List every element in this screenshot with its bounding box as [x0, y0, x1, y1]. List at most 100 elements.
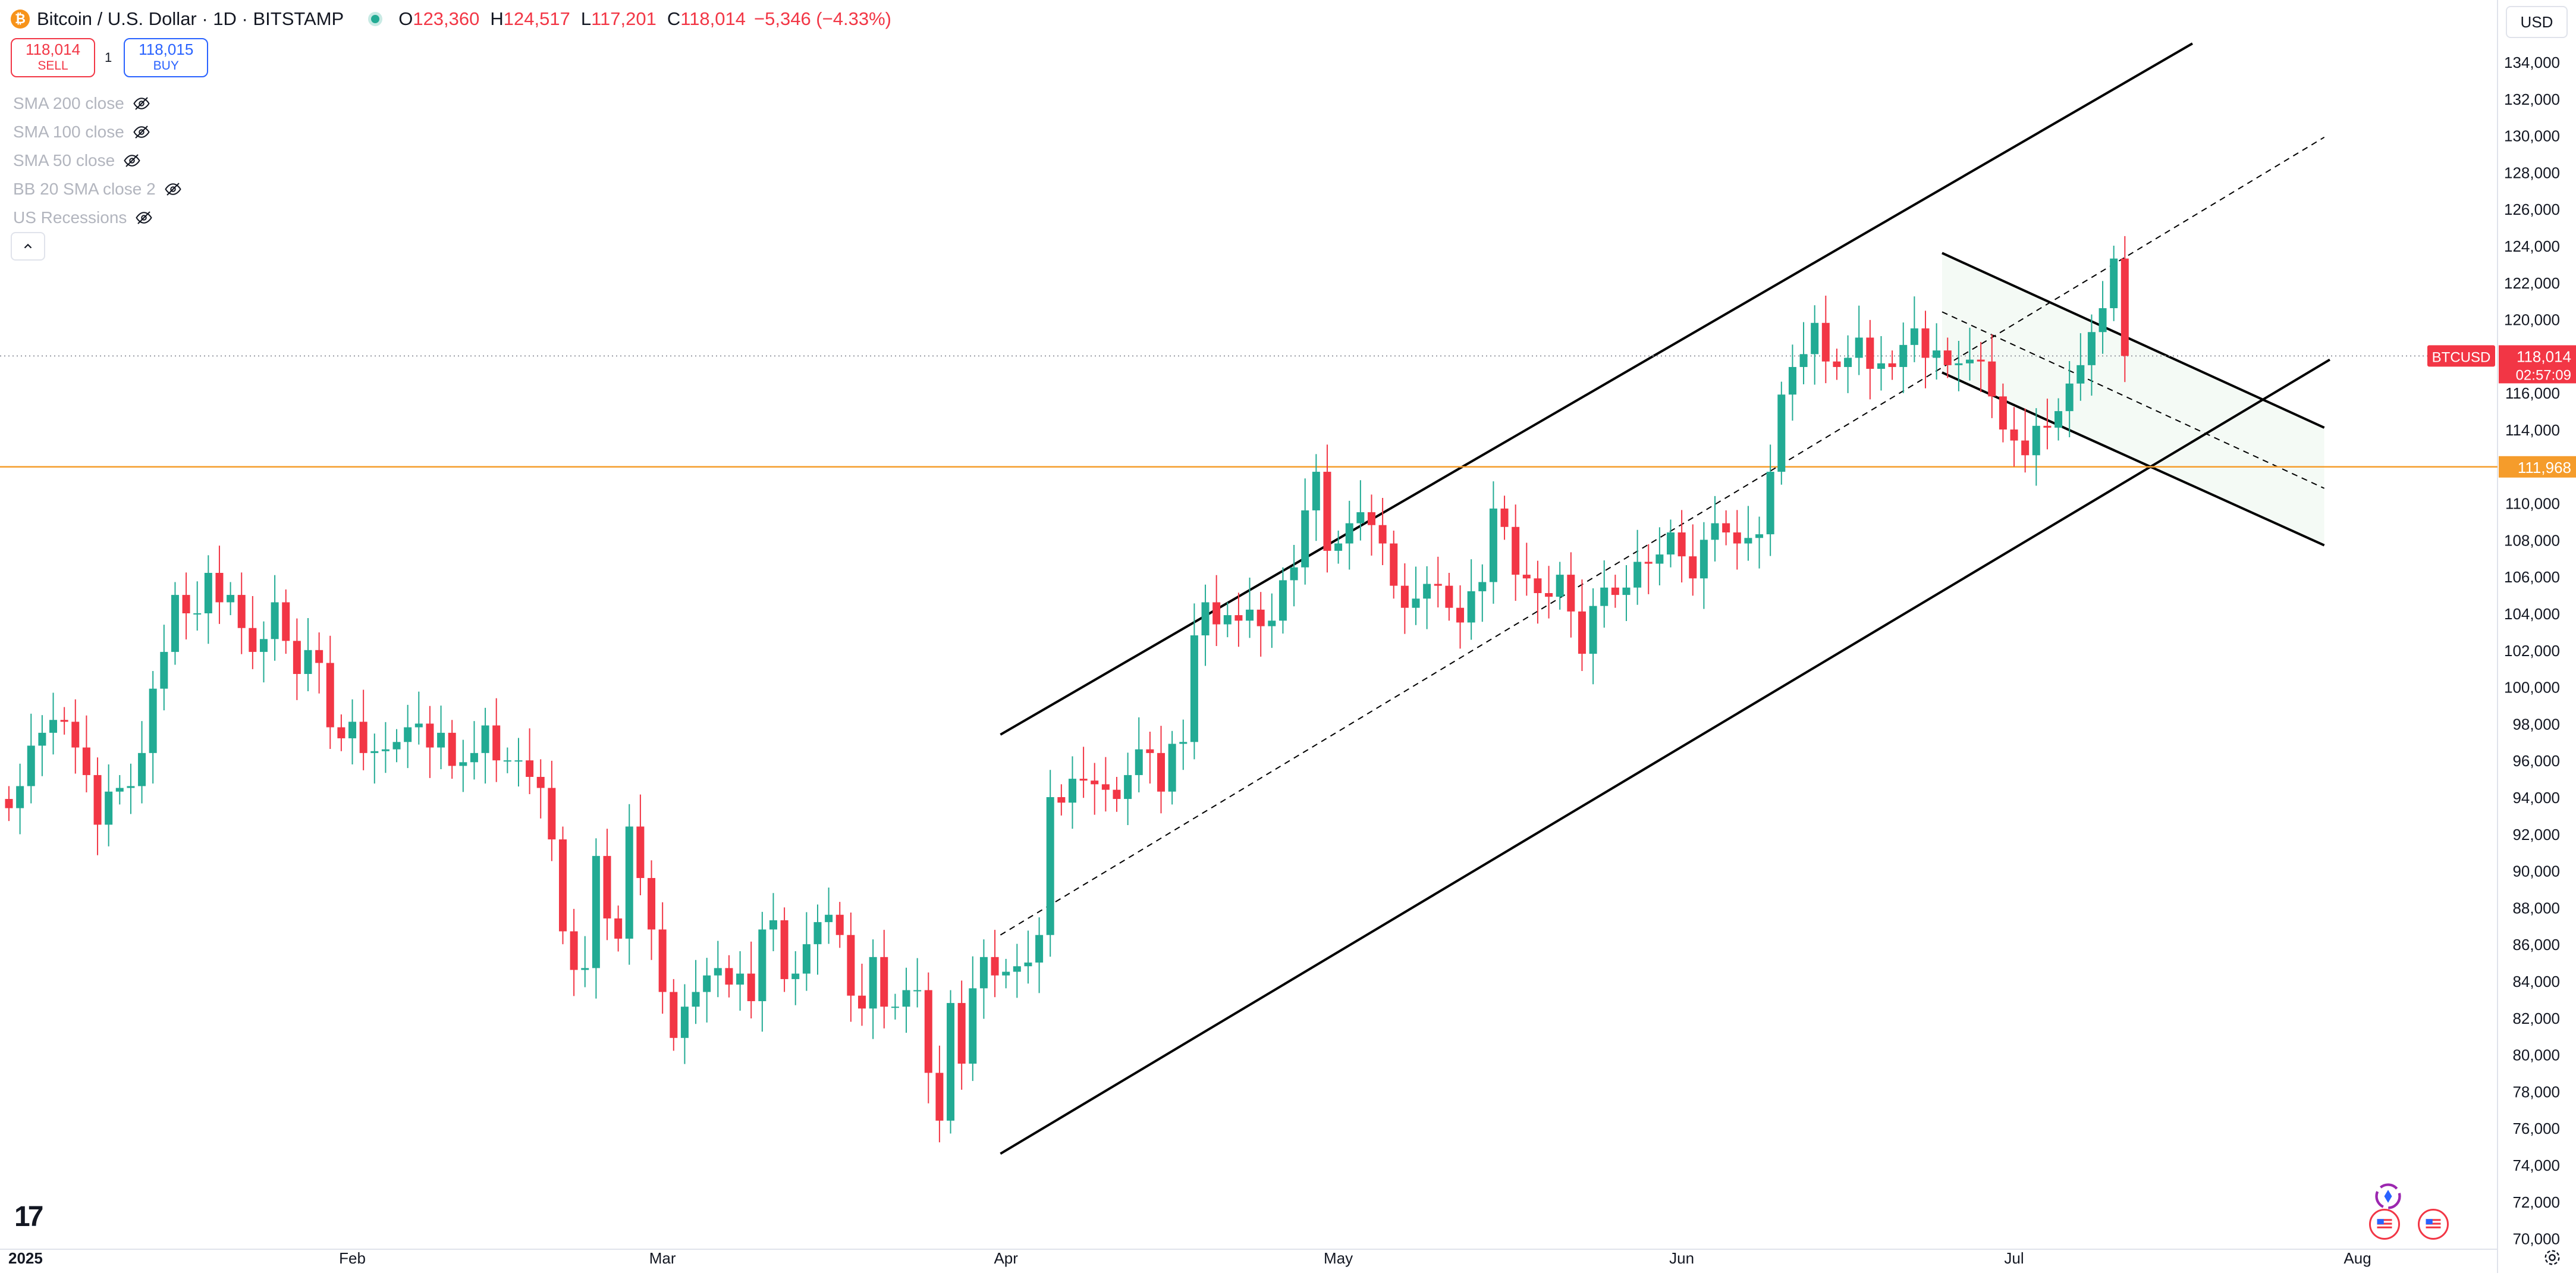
candle[interactable] [780, 907, 788, 992]
candle[interactable] [1600, 560, 1609, 628]
candle[interactable] [1068, 756, 1076, 829]
candle[interactable] [1024, 930, 1032, 984]
candle[interactable] [437, 706, 445, 770]
candle[interactable] [1622, 565, 1631, 621]
candle[interactable] [2065, 361, 2074, 437]
ascending-channel-median[interactable] [1000, 136, 2325, 936]
candle[interactable] [259, 621, 268, 683]
candle[interactable] [1356, 480, 1365, 541]
candle[interactable] [481, 707, 489, 784]
candle[interactable] [1312, 454, 1320, 541]
hidden-eye-icon[interactable] [123, 152, 141, 170]
candle[interactable] [1910, 296, 1918, 362]
candle[interactable] [625, 804, 633, 965]
candle[interactable] [1500, 496, 1509, 540]
candle[interactable] [182, 572, 190, 639]
candle[interactable] [105, 764, 113, 847]
candle[interactable] [603, 829, 611, 940]
candle[interactable] [149, 671, 157, 784]
candle[interactable] [858, 963, 866, 1026]
candle[interactable] [204, 555, 212, 644]
candle[interactable] [1833, 349, 1841, 380]
candle[interactable] [1888, 350, 1896, 380]
ascending-channel-upper-line[interactable] [1000, 42, 2193, 736]
candle[interactable] [1633, 529, 1642, 605]
candle[interactable] [1268, 593, 1276, 648]
gear-icon[interactable] [2543, 1248, 2562, 1267]
candle[interactable] [1578, 579, 1586, 672]
candle[interactable] [38, 715, 46, 776]
candle[interactable] [1456, 585, 1465, 649]
candle[interactable] [1367, 494, 1375, 556]
candle[interactable] [1589, 588, 1597, 685]
candle[interactable] [1811, 305, 1819, 385]
candle[interactable] [1013, 943, 1021, 998]
candle[interactable] [648, 860, 656, 960]
sell-button[interactable]: 118,014 SELL [11, 38, 95, 77]
candle[interactable] [2110, 246, 2118, 321]
candle[interactable] [326, 635, 334, 750]
candle[interactable] [1334, 530, 1343, 564]
candle[interactable] [503, 747, 511, 773]
candle[interactable] [1689, 524, 1697, 596]
candle[interactable] [1378, 497, 1387, 566]
candle[interactable] [1777, 381, 1786, 485]
candle[interactable] [1933, 323, 1941, 380]
candle[interactable] [193, 581, 202, 631]
candle[interactable] [1079, 747, 1088, 798]
candle[interactable] [127, 763, 135, 814]
candle[interactable] [1046, 770, 1054, 957]
candle[interactable] [1512, 504, 1520, 601]
candle[interactable] [1390, 530, 1398, 599]
candle[interactable] [1290, 545, 1298, 607]
candle[interactable] [1057, 784, 1066, 816]
candle[interactable] [2076, 333, 2085, 401]
candle[interactable] [924, 972, 932, 1103]
candle[interactable] [880, 930, 888, 1029]
candle[interactable] [215, 545, 224, 624]
candle[interactable] [304, 618, 312, 692]
candle[interactable] [2099, 281, 2107, 354]
candle[interactable] [381, 722, 389, 773]
event-marker-icon[interactable] [2373, 1181, 2404, 1215]
candle[interactable] [370, 733, 379, 784]
candle[interactable] [1655, 527, 1664, 586]
candle[interactable] [1400, 563, 1409, 634]
candle[interactable] [813, 904, 822, 975]
candle[interactable] [1866, 319, 1874, 400]
candle[interactable] [348, 699, 357, 764]
candle[interactable] [414, 691, 423, 745]
hidden-eye-icon[interactable] [133, 123, 150, 141]
candle[interactable] [1821, 296, 1830, 384]
candle[interactable] [1877, 336, 1885, 391]
candle[interactable] [1567, 552, 1575, 638]
candle[interactable] [1733, 510, 1741, 570]
candle[interactable] [869, 939, 877, 1039]
candle[interactable] [282, 589, 290, 654]
candle[interactable] [315, 632, 323, 694]
currency-selector[interactable]: USD [2506, 6, 2568, 38]
candle[interactable] [1467, 559, 1475, 640]
symbol-title[interactable]: Bitcoin / U.S. Dollar · 1D · BITSTAMP [37, 8, 344, 29]
candle[interactable] [93, 757, 102, 855]
candle[interactable] [1035, 917, 1044, 993]
candle[interactable] [1977, 341, 1985, 392]
candle[interactable] [1755, 516, 1764, 569]
candle[interactable] [536, 759, 545, 819]
candle[interactable] [227, 582, 235, 616]
candle[interactable] [1157, 726, 1166, 814]
ascending-channel-lower-line[interactable] [1000, 358, 2331, 1155]
candle[interactable] [1278, 567, 1287, 634]
hidden-eye-icon[interactable] [133, 95, 150, 112]
candle[interactable] [27, 713, 35, 804]
candle[interactable] [1002, 958, 1010, 989]
candle[interactable] [902, 967, 910, 1033]
candle[interactable] [1955, 341, 1963, 391]
hidden-eye-icon[interactable] [164, 180, 182, 198]
candle[interactable] [1943, 337, 1952, 378]
candle[interactable] [1699, 522, 1708, 609]
collapse-indicators-button[interactable] [11, 232, 45, 261]
candle[interactable] [71, 699, 80, 774]
candle[interactable] [115, 775, 124, 805]
